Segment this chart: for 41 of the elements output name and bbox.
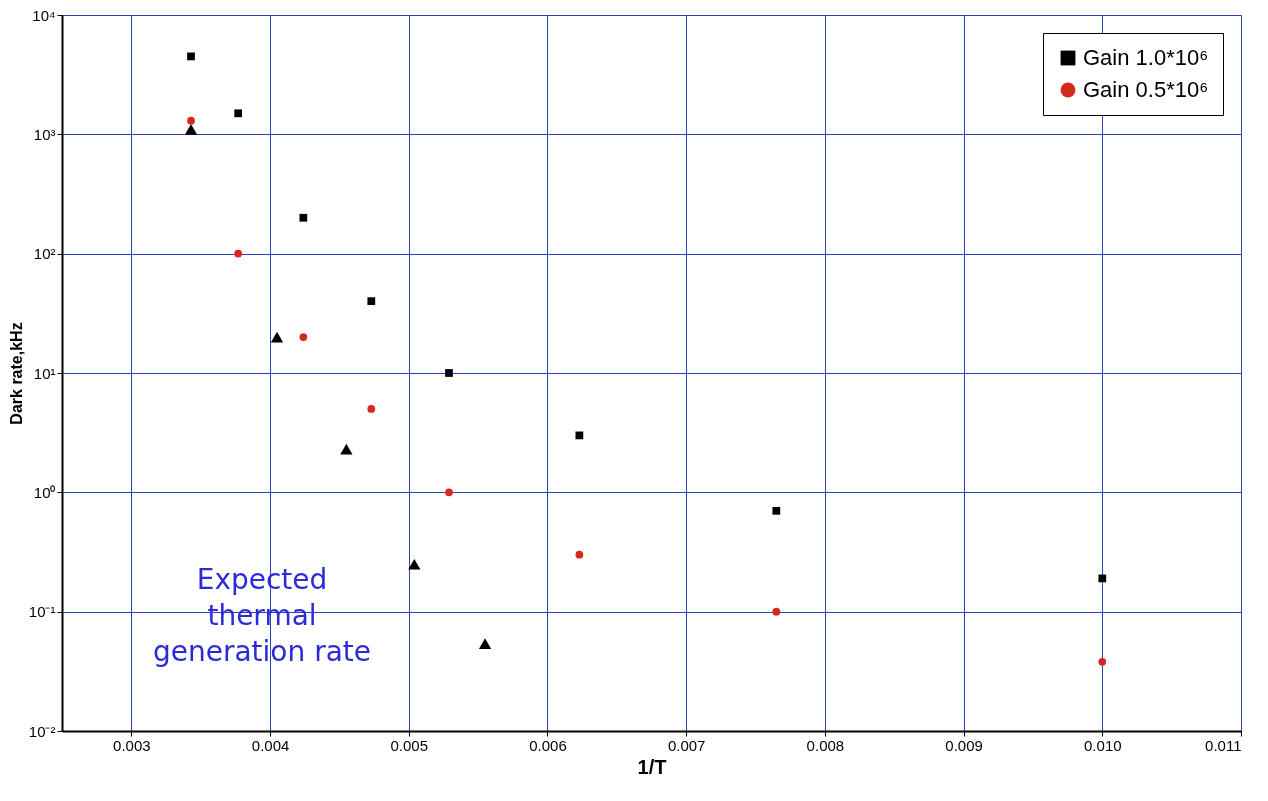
y-tick-label: 10⁰ [33, 483, 56, 501]
point [187, 116, 195, 125]
point [445, 369, 453, 377]
y-tick-label: 10⁻¹ [28, 603, 56, 621]
point [408, 558, 421, 570]
x-tick-label: 0.011 [1205, 736, 1242, 754]
point [184, 124, 198, 135]
point [270, 331, 284, 343]
x-tick-label: 0.003 [113, 736, 151, 754]
y-axis-title: Dark rate,kHz [7, 322, 25, 425]
point [445, 488, 453, 497]
x-tick-label: 0.007 [667, 736, 706, 754]
point [1098, 657, 1107, 666]
x-tick-label: 0.009 [945, 736, 983, 754]
x-tick-label: 0.005 [390, 736, 429, 754]
point [575, 431, 584, 440]
legend-label: Gain 1.0*10⁶ [1083, 45, 1209, 70]
y-tick-label: 10² [33, 245, 56, 263]
y-tick-label: 10¹ [33, 364, 56, 382]
point [340, 443, 353, 455]
x-tick-label: 0.004 [251, 736, 290, 754]
point [367, 297, 376, 306]
point [234, 109, 243, 118]
point [234, 249, 243, 258]
y-tick-label: 10³ [33, 125, 56, 143]
x-tick-label: 0.010 [1084, 736, 1122, 754]
x-tick-label: 0.008 [806, 736, 845, 754]
x-axis-title: 1/T [637, 755, 667, 778]
y-tick-label: 10⁻² [28, 722, 56, 740]
point [478, 638, 492, 649]
point [367, 405, 376, 413]
point [299, 213, 308, 222]
point [772, 607, 781, 616]
point [772, 506, 781, 515]
x-tick-label: 0.006 [529, 736, 567, 754]
point [299, 333, 308, 341]
point [575, 550, 584, 559]
point [1098, 574, 1107, 583]
point [187, 52, 195, 61]
legend-label: Gain 0.5*10⁶ [1083, 77, 1209, 102]
y-tick-label: 10⁴ [32, 6, 56, 24]
